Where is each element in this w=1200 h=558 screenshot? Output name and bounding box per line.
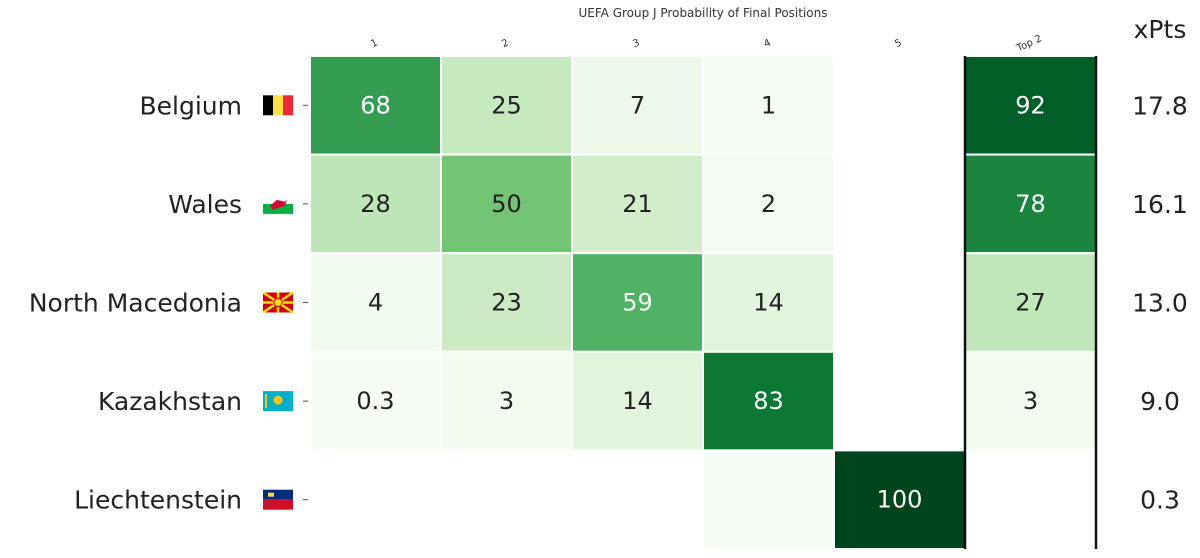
xpts-value: 17.8 xyxy=(1132,91,1188,120)
cell-value: 21 xyxy=(622,190,653,218)
cell-value: 83 xyxy=(753,387,784,415)
column-tick-label: 5 xyxy=(893,37,903,50)
column-tick-label: Top 2 xyxy=(1014,33,1044,55)
heatmap-cell xyxy=(702,350,835,452)
xpts-value: 13.0 xyxy=(1132,289,1188,318)
top2-value: 78 xyxy=(1015,190,1046,218)
cell-value: 7 xyxy=(630,91,645,119)
column-tick-label: 4 xyxy=(762,37,772,50)
column-tick-label: 3 xyxy=(631,37,641,50)
cell-value: 28 xyxy=(360,190,391,218)
heatmap-cell xyxy=(309,55,442,156)
cell-value: 4 xyxy=(368,289,383,317)
top2-cell xyxy=(964,350,1097,452)
column-tick-label: 1 xyxy=(369,37,379,50)
row-label: Kazakhstan xyxy=(98,387,242,416)
cell-value: 25 xyxy=(491,91,522,119)
heatmap-cell xyxy=(440,55,573,156)
top2-value: 27 xyxy=(1015,289,1046,317)
cell-value: 0.3 xyxy=(356,387,394,415)
heatmap-cell xyxy=(440,350,573,452)
cell-value: 100 xyxy=(877,486,923,514)
top2-value: 92 xyxy=(1015,91,1046,119)
liechtenstein-flag xyxy=(263,489,293,510)
row-label: Belgium xyxy=(140,91,243,120)
heatmap-cell xyxy=(440,252,573,353)
heatmap-cell xyxy=(702,55,835,156)
row-label: North Macedonia xyxy=(29,289,242,318)
column-tick-label: 2 xyxy=(500,37,510,50)
heatmap-cell xyxy=(309,153,442,255)
kazakhstan-flag xyxy=(263,391,293,412)
heatmap-cell xyxy=(571,350,704,452)
cell-value: 68 xyxy=(360,91,391,119)
cell-value: 23 xyxy=(491,289,522,317)
cell-value: 50 xyxy=(491,190,522,218)
heatmap-cell xyxy=(309,350,442,452)
heatmap-cell xyxy=(571,153,704,255)
row-label: Liechtenstein xyxy=(74,486,242,515)
chart-title: UEFA Group J Probability of Final Positi… xyxy=(579,6,828,20)
xpts-header: xPts xyxy=(1134,15,1187,44)
top2-value: 3 xyxy=(1023,387,1038,415)
north-macedonia-flag xyxy=(262,291,294,314)
row-label: Wales xyxy=(168,190,242,219)
heatmap-cell xyxy=(702,449,835,550)
heatmap-cell xyxy=(833,449,966,550)
xpts-value: 16.1 xyxy=(1132,190,1188,219)
cell-value: 14 xyxy=(753,289,784,317)
cell-value: 3 xyxy=(499,387,514,415)
xpts-value: 0.3 xyxy=(1140,486,1180,515)
cell-value: 2 xyxy=(761,190,776,218)
heatmap-cell xyxy=(571,55,704,156)
top2-cell xyxy=(964,153,1097,255)
xpts-value: 9.0 xyxy=(1140,387,1180,416)
cell-value: 59 xyxy=(622,289,653,317)
wales-flag xyxy=(263,193,293,214)
heatmap-cell xyxy=(702,252,835,353)
cell-value: 1 xyxy=(761,91,776,119)
belgium-flag xyxy=(263,95,293,116)
cell-value: 14 xyxy=(622,387,653,415)
